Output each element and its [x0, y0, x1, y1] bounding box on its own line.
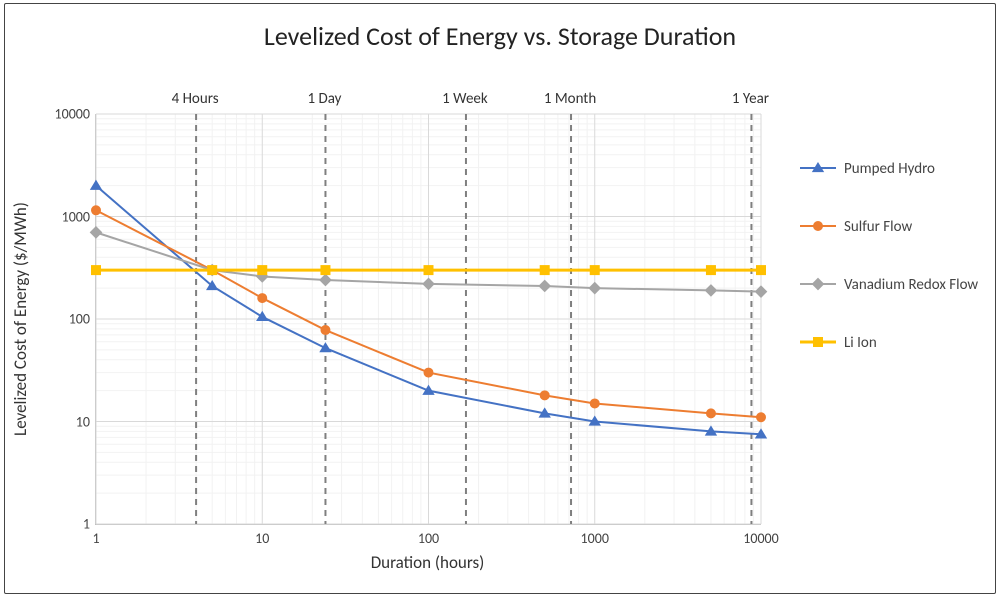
- series-svg: [96, 114, 761, 524]
- x-tick-label: 1000: [581, 530, 609, 547]
- series-line: [96, 186, 761, 435]
- legend-label: Sulfur Flow: [844, 218, 912, 236]
- legend-item: Pumped Hydro: [800, 160, 990, 178]
- reference-line-label: 1 Day: [307, 90, 341, 108]
- plot-area: 110100100010000110100100010000: [95, 114, 761, 525]
- reference-line-label: 4 Hours: [172, 90, 219, 108]
- x-tick-label: 10000: [743, 530, 778, 547]
- y-axis-label: Levelized Cost of Energy ($/MWh): [10, 114, 31, 524]
- legend-swatch: [800, 160, 836, 176]
- y-tick-label: 100: [69, 311, 90, 328]
- x-tick-label: 100: [418, 530, 439, 547]
- reference-line-label: 1 Week: [442, 90, 488, 108]
- y-tick-label: 1: [83, 516, 90, 533]
- chart-title: Levelized Cost of Energy vs. Storage Dur…: [0, 20, 1000, 52]
- x-tick-label: 1: [92, 530, 99, 547]
- legend-swatch: [800, 218, 836, 234]
- legend-item: Sulfur Flow: [800, 218, 990, 236]
- x-tick-label: 10: [255, 530, 269, 547]
- legend: Pumped Hydro Sulfur Flow Vanadium Redox Fl…: [800, 160, 990, 392]
- legend-item: Vanadium Redox Flow: [800, 276, 990, 294]
- legend-swatch: [800, 276, 836, 292]
- x-axis-label: Duration (hours): [95, 552, 760, 573]
- y-tick-label: 10000: [55, 106, 90, 123]
- legend-swatch: [800, 334, 836, 350]
- reference-line-label: 1 Year: [732, 90, 769, 108]
- legend-label: Pumped Hydro: [844, 160, 935, 178]
- legend-label: Li Ion: [844, 334, 877, 352]
- legend-item: Li Ion: [800, 334, 990, 352]
- y-tick-label: 10: [76, 413, 90, 430]
- legend-label: Vanadium Redox Flow: [844, 276, 978, 294]
- reference-line-label: 1 Month: [544, 90, 596, 108]
- y-tick-label: 1000: [62, 208, 90, 225]
